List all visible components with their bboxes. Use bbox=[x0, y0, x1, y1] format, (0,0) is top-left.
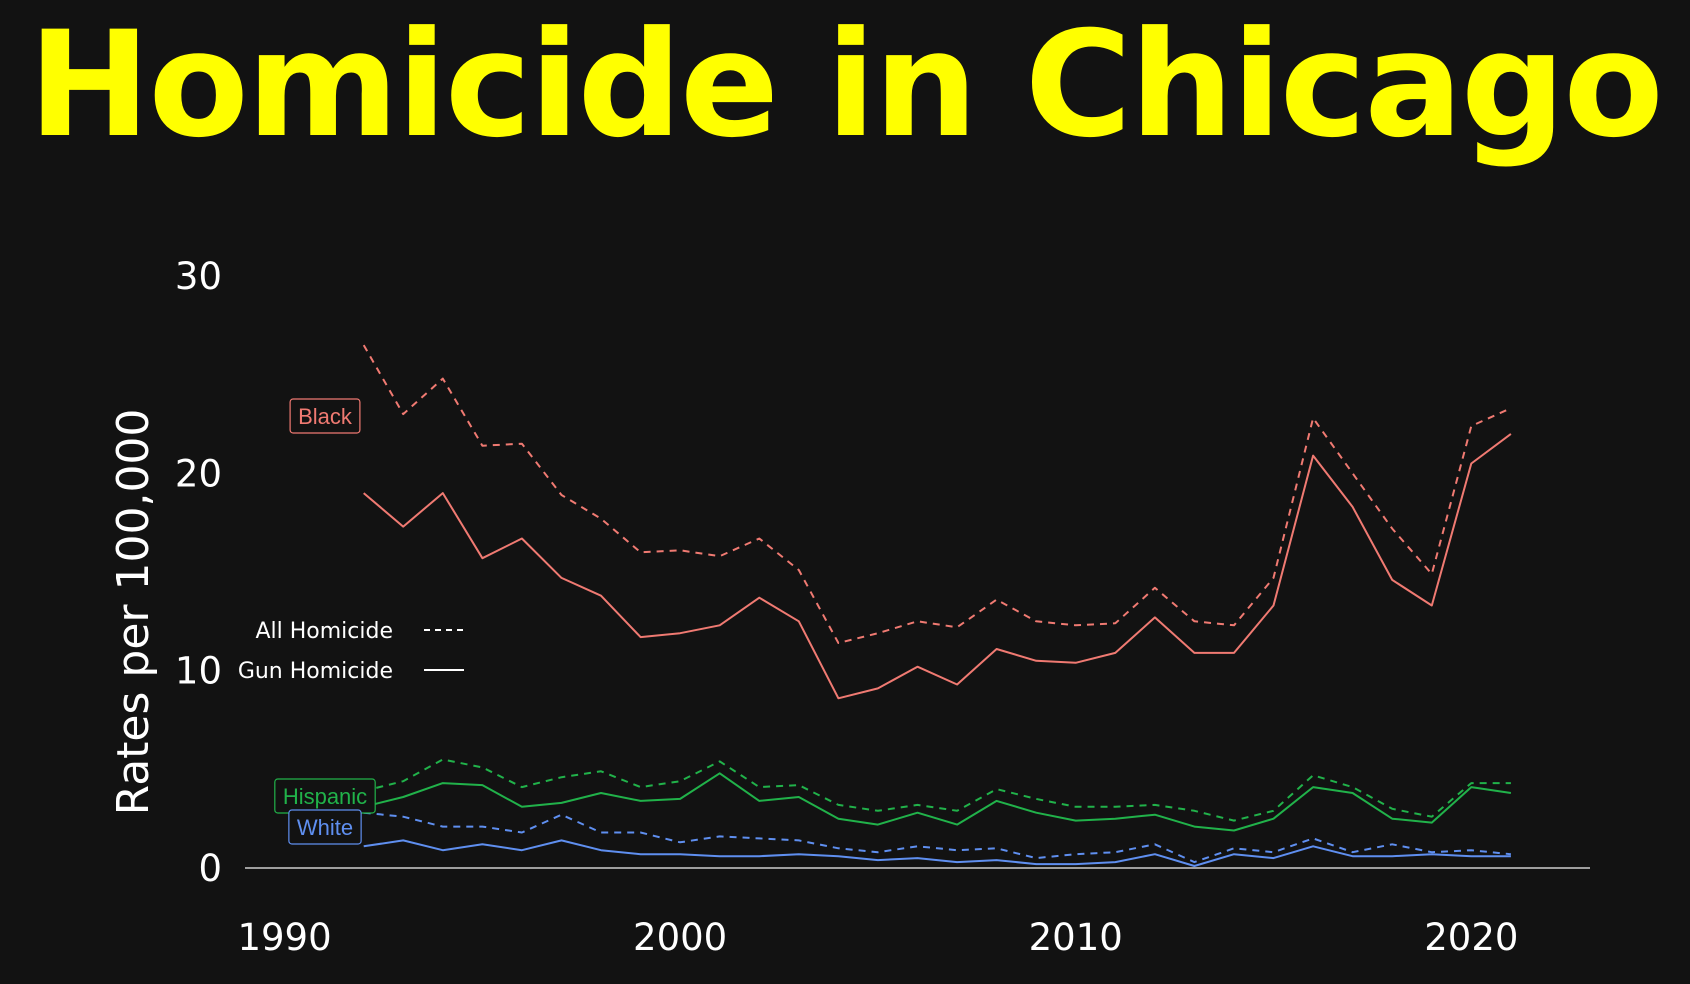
group-label-text: Hispanic bbox=[283, 784, 367, 809]
x-tick-label: 2010 bbox=[1029, 916, 1123, 959]
y-tick-label: 30 bbox=[175, 255, 222, 298]
group-labels: Black Hispanic White bbox=[274, 398, 376, 845]
group-label-black: Black bbox=[289, 398, 361, 434]
group-label-text: Black bbox=[298, 404, 353, 429]
group-label-box bbox=[288, 809, 362, 845]
y-tick-label: 10 bbox=[175, 650, 222, 693]
series-line-black-all bbox=[362, 344, 1512, 644]
y-axis-label: Rates per 100,000 bbox=[108, 409, 159, 816]
x-ticks: 1990 2000 2010 2020 bbox=[237, 916, 1518, 959]
series-line-white-all bbox=[363, 811, 1512, 864]
group-label-box bbox=[289, 398, 361, 434]
series-line-hispanic-all bbox=[363, 758, 1511, 822]
y-tick-label: 20 bbox=[175, 452, 222, 495]
legend: All Homicide Gun Homicide bbox=[238, 619, 464, 684]
x-tick-label: 1990 bbox=[237, 916, 331, 959]
series-line-hispanic-gun bbox=[363, 772, 1512, 832]
group-label-white: White bbox=[288, 809, 362, 845]
x-tick-label: 2000 bbox=[633, 916, 727, 959]
series-lines bbox=[362, 344, 1512, 867]
legend-label: All Homicide bbox=[255, 619, 393, 644]
series-line-black-gun bbox=[363, 433, 1512, 700]
x-tick-label: 2020 bbox=[1424, 916, 1518, 959]
group-label-hispanic: Hispanic bbox=[274, 778, 376, 814]
y-ticks: 0 10 20 30 bbox=[175, 255, 222, 890]
series-line-white-gun bbox=[363, 839, 1511, 867]
y-tick-label: 0 bbox=[198, 847, 222, 890]
chart-title: Homicide in Chicago bbox=[28, 0, 1663, 170]
legend-label: Gun Homicide bbox=[238, 659, 393, 684]
group-label-text: White bbox=[297, 815, 353, 840]
